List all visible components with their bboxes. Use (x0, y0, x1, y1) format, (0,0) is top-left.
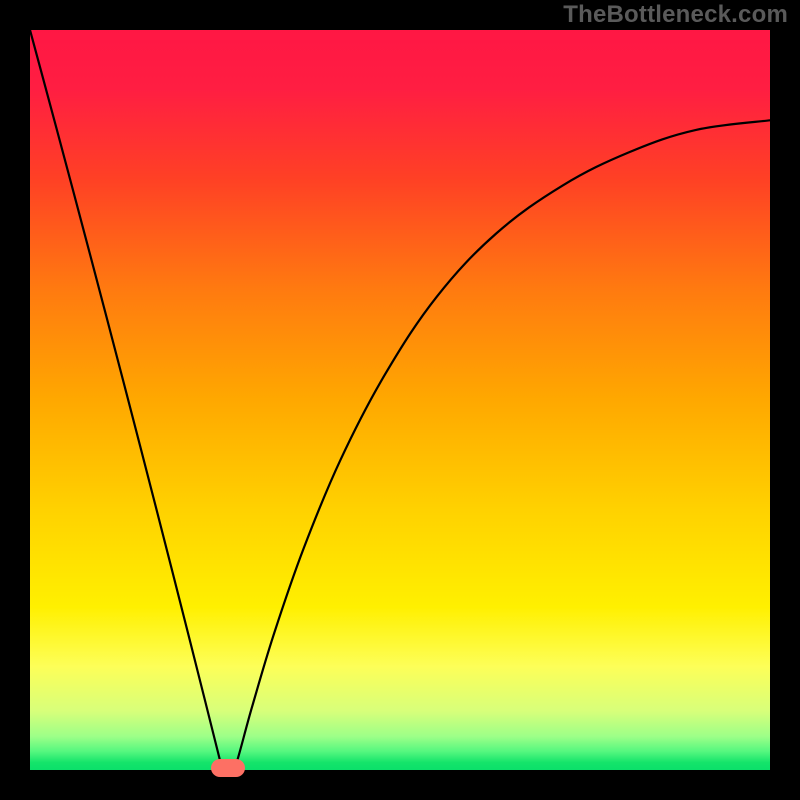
optimal-point-marker (211, 759, 245, 777)
curve-path (30, 30, 770, 770)
plot-area (30, 30, 770, 770)
watermark-text: TheBottleneck.com (563, 1, 788, 29)
chart-stage: TheBottleneck.com (0, 0, 800, 800)
bottleneck-curve (30, 30, 770, 770)
